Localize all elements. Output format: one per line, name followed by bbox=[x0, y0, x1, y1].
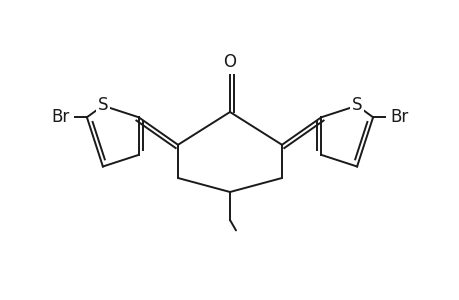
Text: S: S bbox=[351, 96, 362, 114]
Text: S: S bbox=[97, 96, 108, 114]
Text: Br: Br bbox=[389, 108, 407, 126]
Text: Br: Br bbox=[52, 108, 70, 126]
Text: O: O bbox=[223, 53, 236, 71]
